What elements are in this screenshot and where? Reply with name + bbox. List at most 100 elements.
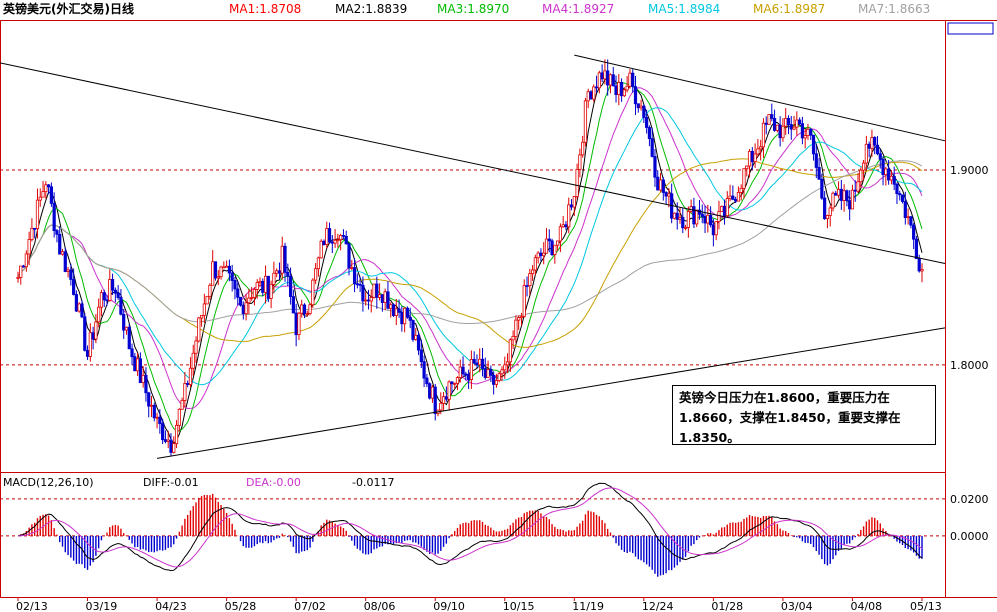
candle-body <box>728 195 732 199</box>
candle-body <box>772 118 777 131</box>
candle-body <box>864 143 868 164</box>
candle-body <box>514 319 518 337</box>
candle-body <box>775 124 779 131</box>
candle-body <box>202 303 206 316</box>
moving-average-line-7 <box>17 160 923 324</box>
x-tick-label: 09/10 <box>433 600 465 612</box>
candle-body <box>275 270 279 274</box>
candle-body <box>611 74 615 87</box>
candle-body <box>49 186 53 204</box>
candle-body <box>172 443 176 453</box>
candle-body <box>205 295 209 305</box>
candle-body <box>133 356 137 372</box>
candle-body <box>194 340 198 354</box>
candle-body <box>66 269 70 272</box>
candle-body <box>497 373 501 381</box>
candle-body <box>747 150 752 167</box>
ma6-label: MA6:1.8987 <box>753 2 826 16</box>
candle-body <box>592 86 596 100</box>
candle-body <box>163 439 168 442</box>
candle-body <box>152 404 156 419</box>
candle-body <box>222 266 226 269</box>
candle-body <box>706 214 710 224</box>
candle-body <box>647 127 652 140</box>
macd-y-tick-label: 0.0200 <box>950 493 989 506</box>
candle-body <box>492 374 496 385</box>
candle-body <box>472 359 476 364</box>
candle-body <box>261 280 265 293</box>
candle-body <box>397 308 401 313</box>
candle-body <box>875 144 880 155</box>
candle-body <box>909 216 913 226</box>
candle-body <box>823 197 827 220</box>
x-tick-label: 05/28 <box>225 600 257 612</box>
candle-body <box>861 162 866 171</box>
candle-body <box>834 192 838 196</box>
candle-body <box>681 217 685 229</box>
candle-body <box>416 334 421 351</box>
candle-body <box>903 201 907 218</box>
candle-body <box>428 383 432 399</box>
candle-body <box>30 227 34 240</box>
candle-body <box>561 224 565 228</box>
candle-body <box>683 227 688 229</box>
x-tick-label: 01/28 <box>711 600 743 612</box>
candle-body <box>85 349 90 357</box>
candle-body <box>344 235 348 245</box>
note-line: 英镑今日压力在1.8600，重要压力在 <box>679 390 890 405</box>
candle-body <box>711 224 715 236</box>
candle-body <box>478 358 482 366</box>
candle-body <box>286 271 290 277</box>
candle-body <box>297 312 301 336</box>
candle-body <box>389 304 393 309</box>
candle-body <box>469 359 473 380</box>
candle-body <box>425 377 429 385</box>
candle-body <box>266 275 270 299</box>
candle-body <box>227 265 231 274</box>
candle-body <box>244 302 248 315</box>
candle-body <box>99 292 104 308</box>
candle-body <box>756 148 760 155</box>
candle-body <box>233 280 237 290</box>
candle-body <box>770 114 774 119</box>
candle-body <box>709 214 713 226</box>
candle-body <box>475 362 479 366</box>
candle-body <box>898 193 902 196</box>
candle-body <box>753 153 757 163</box>
candle-body <box>41 191 45 198</box>
candle-body <box>717 211 721 222</box>
candle-body <box>83 316 87 351</box>
candle-body <box>336 239 340 242</box>
candle-body <box>553 244 557 255</box>
candle-body <box>672 212 677 219</box>
candle-body <box>795 119 799 128</box>
candle-body <box>19 265 23 278</box>
candle-body <box>272 272 276 285</box>
candle-body <box>845 190 849 202</box>
candle-body <box>177 408 181 426</box>
candle-body <box>16 277 20 279</box>
candle-body <box>444 396 448 400</box>
candle-body <box>74 294 79 312</box>
candle-body <box>859 169 863 183</box>
candle-body <box>119 297 123 315</box>
candle-body <box>113 289 117 294</box>
candle-body <box>581 141 585 156</box>
candle-body <box>250 297 254 299</box>
ma4-label: MA4:1.8927 <box>542 2 615 16</box>
candle-body <box>653 156 657 178</box>
candle-body <box>750 150 754 163</box>
x-tick-label: 08/06 <box>364 600 396 612</box>
ma3-label: MA3:1.8970 <box>437 2 510 16</box>
candle-body <box>848 200 852 210</box>
candle-body <box>467 374 471 380</box>
candle-body <box>820 178 824 199</box>
ma5-label: MA5:1.8984 <box>648 2 721 16</box>
candle-body <box>539 252 543 257</box>
candle-body <box>372 283 376 298</box>
candle-body <box>600 72 604 80</box>
candle-body <box>798 119 802 125</box>
candle-body <box>21 265 26 268</box>
candle-body <box>211 261 215 286</box>
candle-body <box>24 253 28 268</box>
